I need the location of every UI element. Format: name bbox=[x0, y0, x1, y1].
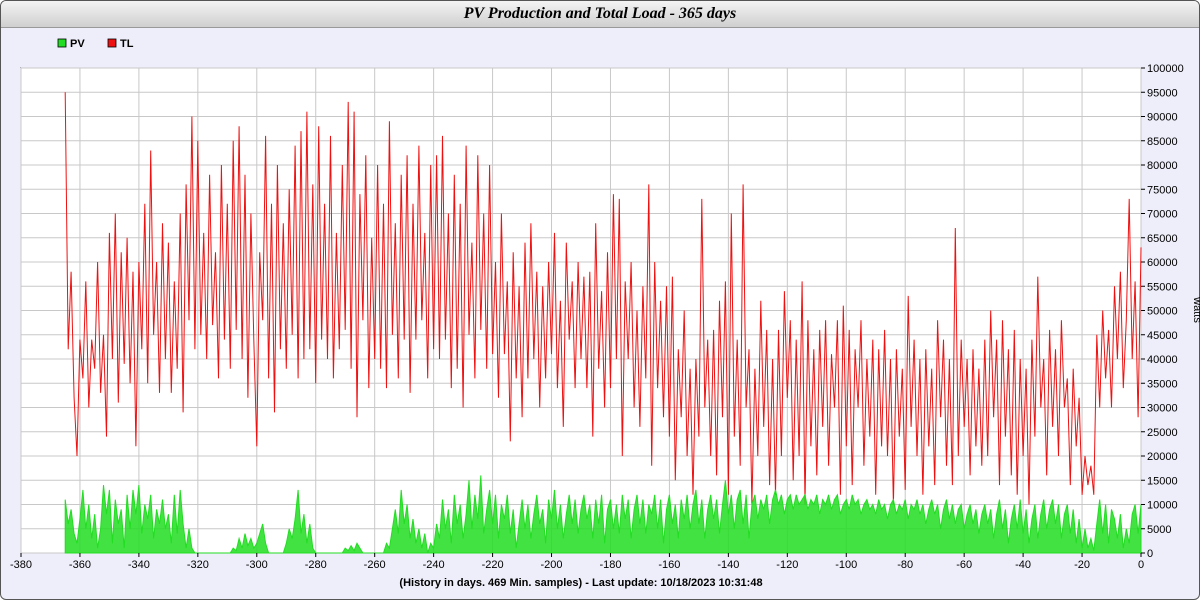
x-tick-label: -120 bbox=[776, 559, 798, 571]
y-axis: 0 5000 10000 15000 20000 25000 30000 35000 40000… bbox=[1141, 63, 1184, 560]
y-tick-label: 55000 bbox=[1147, 281, 1178, 293]
x-tick-label: -200 bbox=[541, 559, 563, 571]
y-tick-label: 25000 bbox=[1147, 427, 1178, 439]
x-tick-label: -20 bbox=[1074, 559, 1090, 571]
y-tick-label: 70000 bbox=[1147, 209, 1178, 221]
x-tick-label: -380 bbox=[10, 559, 32, 571]
legend: PV TL bbox=[57, 38, 134, 50]
y-tick-label: 30000 bbox=[1147, 403, 1178, 415]
y-tick-label: 80000 bbox=[1147, 160, 1178, 172]
y-tick-label: 35000 bbox=[1147, 378, 1178, 390]
x-tick-label: -220 bbox=[482, 559, 504, 571]
y-tick-label: 15000 bbox=[1147, 475, 1178, 487]
y-tick-label: 90000 bbox=[1147, 112, 1178, 124]
x-tick-label: 0 bbox=[1138, 559, 1144, 571]
y-tick-label: 65000 bbox=[1147, 233, 1178, 245]
y-tick-label: 50000 bbox=[1147, 306, 1178, 318]
x-tick-label: -280 bbox=[305, 559, 327, 571]
y-tick-label: 75000 bbox=[1147, 184, 1178, 196]
legend-label-pv: PV bbox=[70, 38, 85, 50]
x-tick-label: -80 bbox=[897, 559, 913, 571]
series-line-tl bbox=[64, 92, 1142, 505]
legend-label-tl: TL bbox=[120, 38, 134, 50]
x-tick-label: -320 bbox=[187, 559, 209, 571]
x-tick-label: -180 bbox=[599, 559, 621, 571]
y-tick-label: 45000 bbox=[1147, 330, 1178, 342]
x-tick-label: -340 bbox=[128, 559, 150, 571]
x-tick-label: -140 bbox=[717, 559, 739, 571]
y-tick-label: 100000 bbox=[1147, 63, 1184, 75]
x-tick-label: -160 bbox=[658, 559, 680, 571]
x-tick-label: -60 bbox=[956, 559, 972, 571]
series-layer bbox=[64, 92, 1142, 554]
series-area-pv bbox=[64, 475, 1142, 554]
y-axis-label: watts bbox=[1191, 296, 1200, 323]
title-bar: PV Production and Total Load - 365 days bbox=[1, 1, 1199, 28]
x-tick-label: -240 bbox=[423, 559, 445, 571]
legend-swatch-pv bbox=[57, 38, 67, 48]
y-tick-label: 0 bbox=[1147, 548, 1153, 560]
y-tick-label: 5000 bbox=[1147, 524, 1171, 536]
y-tick-label: 60000 bbox=[1147, 257, 1178, 269]
legend-swatch-tl bbox=[107, 38, 117, 48]
y-tick-label: 40000 bbox=[1147, 354, 1178, 366]
y-tick-label: 85000 bbox=[1147, 136, 1178, 148]
x-tick-label: -360 bbox=[69, 559, 91, 571]
y-tick-label: 95000 bbox=[1147, 87, 1178, 99]
footer-caption: (History in days. 469 Min. samples) - La… bbox=[399, 577, 762, 589]
x-tick-label: -40 bbox=[1015, 559, 1031, 571]
x-tick-label: -100 bbox=[835, 559, 857, 571]
y-tick-label: 20000 bbox=[1147, 451, 1178, 463]
x-tick-label: -260 bbox=[364, 559, 386, 571]
x-axis: -380 -360 -340 -320 -300 -280 -260 -240 -220 -200… bbox=[10, 553, 1144, 571]
chart-title: PV Production and Total Load - 365 days bbox=[463, 5, 737, 22]
x-tick-label: -300 bbox=[246, 559, 268, 571]
y-tick-label: 10000 bbox=[1147, 500, 1178, 512]
